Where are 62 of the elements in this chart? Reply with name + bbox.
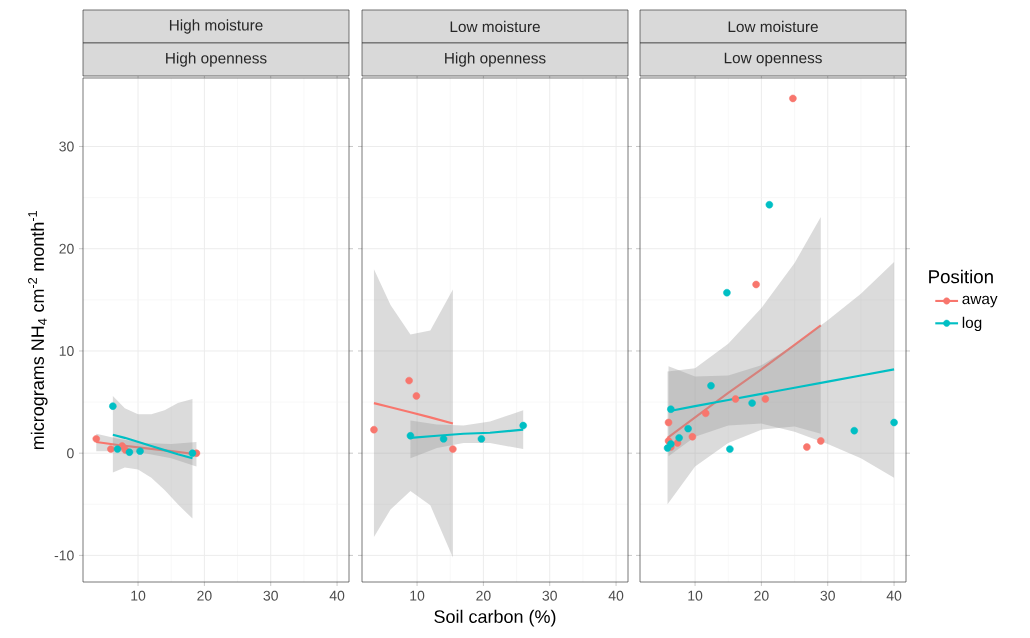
x-tick-label: 20 — [197, 590, 212, 601]
point — [107, 445, 115, 453]
y-tick-label: 30 — [59, 141, 74, 152]
y-tick-label: 10 — [59, 346, 74, 356]
legend-label: away — [962, 295, 998, 308]
x-tick-label: 20 — [476, 590, 491, 601]
point — [748, 399, 756, 407]
point — [406, 432, 415, 440]
chart-subtitle: High openness — [166, 52, 267, 67]
point — [449, 445, 457, 453]
x-axis-title: Soil carbon (%) — [434, 609, 556, 627]
x-tick-label: 20 — [754, 590, 769, 601]
point — [477, 435, 486, 443]
point — [723, 288, 731, 297]
legend-label: log — [962, 316, 982, 332]
point — [803, 443, 811, 451]
y-tick-label: 20 — [59, 243, 74, 254]
y-axis-title: micrograms NH$_{4}$ cm$^{-2}$ month$^{-1}$ — [28, 211, 48, 450]
point — [188, 449, 197, 457]
x-tick-label: 40 — [608, 590, 624, 601]
point — [109, 402, 117, 410]
point — [731, 395, 740, 403]
point — [92, 435, 100, 443]
point — [405, 376, 413, 385]
chart-subtitle: Low openness — [724, 52, 822, 67]
y-tick-label: -10 — [54, 550, 74, 561]
x-tick-label: 30 — [542, 590, 557, 601]
point — [136, 447, 144, 455]
chart-title: Low moisture — [728, 20, 818, 33]
point — [761, 395, 770, 403]
point — [667, 405, 675, 413]
point — [664, 418, 673, 427]
chart-subtitle: High openness — [445, 52, 546, 67]
point — [765, 201, 774, 209]
point — [707, 381, 715, 390]
point — [412, 392, 421, 400]
point — [726, 445, 734, 453]
x-tick-label: 30 — [820, 590, 835, 601]
y-tick-label: 0 — [67, 448, 74, 459]
chart-title: High moisture — [169, 19, 263, 34]
point — [519, 421, 527, 430]
x-tick-label: 10 — [131, 590, 146, 601]
x-tick-label: 10 — [688, 590, 703, 601]
x-tick-label: 40 — [886, 590, 902, 601]
point — [817, 437, 825, 445]
legend-title: Position — [929, 269, 993, 284]
point — [890, 418, 898, 427]
point — [370, 425, 378, 434]
point — [688, 433, 697, 441]
point — [752, 280, 760, 289]
point — [439, 435, 448, 443]
x-tick-label: 30 — [263, 590, 278, 601]
point — [789, 94, 797, 103]
point — [675, 434, 683, 442]
x-tick-label: 10 — [410, 590, 425, 601]
chart-title: Low moisture — [450, 20, 540, 33]
point — [113, 445, 122, 453]
point — [684, 424, 692, 433]
point — [850, 426, 859, 435]
x-tick-label: 40 — [329, 590, 345, 601]
point — [701, 409, 710, 418]
point — [125, 448, 134, 456]
